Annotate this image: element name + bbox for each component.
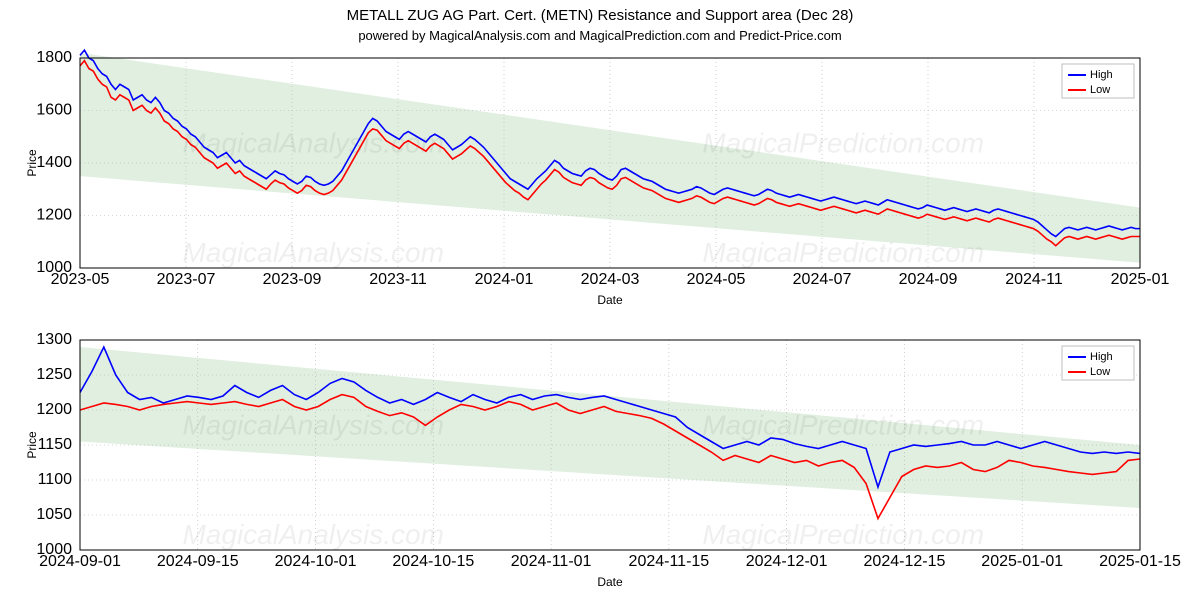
svg-text:1150: 1150 bbox=[38, 436, 73, 453]
svg-text:MagicalAnalysis.com: MagicalAnalysis.com bbox=[182, 519, 443, 550]
legend: High Low bbox=[1062, 346, 1134, 380]
svg-text:1250: 1250 bbox=[36, 366, 72, 383]
svg-text:2024-12-15: 2024-12-15 bbox=[864, 553, 946, 570]
chart-title: METALL ZUG AG Part. Cert. (METN) Resista… bbox=[347, 7, 854, 24]
svg-text:MagicalPrediction.com: MagicalPrediction.com bbox=[702, 519, 984, 550]
svg-text:High: High bbox=[1090, 69, 1113, 81]
svg-text:Date: Date bbox=[597, 575, 623, 589]
svg-text:2025-01-01: 2025-01-01 bbox=[981, 553, 1063, 570]
svg-text:1800: 1800 bbox=[36, 49, 72, 66]
svg-text:1200: 1200 bbox=[36, 401, 72, 418]
chart-svg: METALL ZUG AG Part. Cert. (METN) Resista… bbox=[0, 0, 1200, 600]
svg-text:2024-07: 2024-07 bbox=[793, 271, 852, 288]
svg-text:2024-11-01: 2024-11-01 bbox=[511, 553, 592, 570]
svg-text:1100: 1100 bbox=[38, 471, 73, 488]
svg-text:2023-07: 2023-07 bbox=[157, 271, 216, 288]
svg-text:MagicalPrediction.com: MagicalPrediction.com bbox=[702, 237, 984, 268]
svg-text:1200: 1200 bbox=[36, 207, 72, 224]
svg-text:2025-01: 2025-01 bbox=[1111, 271, 1170, 288]
chart-subtitle: powered by MagicalAnalysis.com and Magic… bbox=[358, 28, 841, 43]
svg-text:High: High bbox=[1090, 351, 1113, 363]
svg-text:2024-11-15: 2024-11-15 bbox=[629, 553, 710, 570]
svg-text:Date: Date bbox=[597, 293, 623, 307]
svg-text:2023-05: 2023-05 bbox=[51, 271, 110, 288]
svg-text:2024-09: 2024-09 bbox=[899, 271, 958, 288]
svg-text:2024-10-15: 2024-10-15 bbox=[392, 553, 474, 570]
svg-text:1400: 1400 bbox=[36, 154, 72, 171]
legend: High Low bbox=[1062, 64, 1134, 98]
svg-text:2024-03: 2024-03 bbox=[581, 271, 640, 288]
svg-text:Price: Price bbox=[25, 149, 39, 177]
svg-text:Low: Low bbox=[1090, 84, 1110, 96]
svg-text:2024-09-15: 2024-09-15 bbox=[157, 553, 239, 570]
svg-text:2024-05: 2024-05 bbox=[687, 271, 746, 288]
svg-text:MagicalPrediction.com: MagicalPrediction.com bbox=[702, 410, 984, 441]
svg-text:2023-11: 2023-11 bbox=[369, 271, 427, 288]
svg-text:2024-01: 2024-01 bbox=[475, 271, 534, 288]
svg-text:2024-09-01: 2024-09-01 bbox=[39, 553, 121, 570]
svg-text:2024-10-01: 2024-10-01 bbox=[275, 553, 357, 570]
svg-text:2024-11: 2024-11 bbox=[1005, 271, 1063, 288]
svg-text:MagicalAnalysis.com: MagicalAnalysis.com bbox=[182, 237, 443, 268]
svg-text:1600: 1600 bbox=[36, 102, 72, 119]
svg-text:1300: 1300 bbox=[36, 331, 72, 348]
svg-text:Low: Low bbox=[1090, 366, 1110, 378]
svg-text:2025-01-15: 2025-01-15 bbox=[1099, 553, 1181, 570]
svg-text:2024-12-01: 2024-12-01 bbox=[746, 553, 828, 570]
svg-text:1050: 1050 bbox=[36, 506, 72, 523]
svg-text:MagicalPrediction.com: MagicalPrediction.com bbox=[702, 128, 984, 159]
svg-text:2023-09: 2023-09 bbox=[263, 271, 322, 288]
svg-text:Price: Price bbox=[25, 431, 39, 459]
